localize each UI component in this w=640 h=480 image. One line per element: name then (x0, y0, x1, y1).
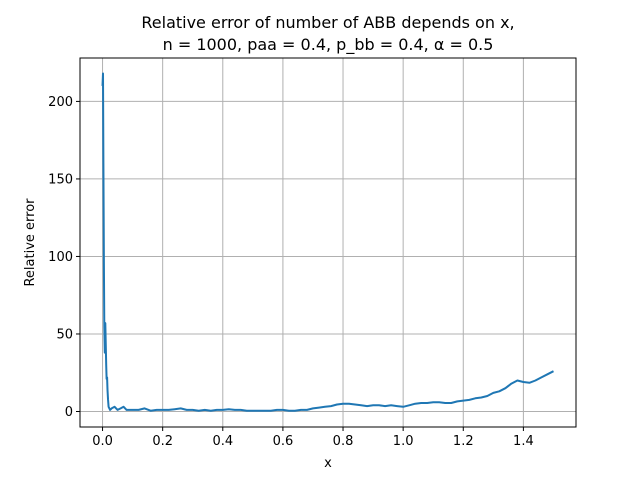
chart-title: Relative error of number of ABB depends … (141, 13, 514, 32)
x-tick-label: 1.4 (513, 434, 534, 449)
grid-lines (80, 58, 576, 427)
x-tick-label: 0.6 (273, 434, 294, 449)
x-tick-label: 0.4 (212, 434, 233, 449)
plot-frame (79, 57, 577, 428)
y-tick-label: 100 (48, 250, 73, 265)
chart-subtitle: n = 1000, paa = 0.4, p_bb = 0.4, α = 0.5 (163, 35, 494, 55)
axis-ticks: 0.0 0.2 0.4 0.6 0.8 1.0 1.2 1.4 0 50 100 150 200 (48, 95, 534, 449)
y-tick-label: 50 (56, 327, 73, 342)
series-line (101, 72, 554, 412)
x-tick-label: 0.0 (92, 434, 113, 449)
y-tick-label: 200 (48, 95, 73, 110)
y-tick-label: 150 (48, 172, 73, 187)
x-tick-label: 1.2 (453, 434, 474, 449)
x-axis-label: x (324, 456, 332, 471)
y-axis-label: Relative error (23, 198, 38, 287)
x-tick-label: 1.0 (393, 434, 414, 449)
x-tick-label: 0.2 (152, 434, 173, 449)
series-group (101, 72, 554, 412)
y-tick-label: 0 (65, 405, 73, 420)
x-tick-label: 0.8 (333, 434, 354, 449)
